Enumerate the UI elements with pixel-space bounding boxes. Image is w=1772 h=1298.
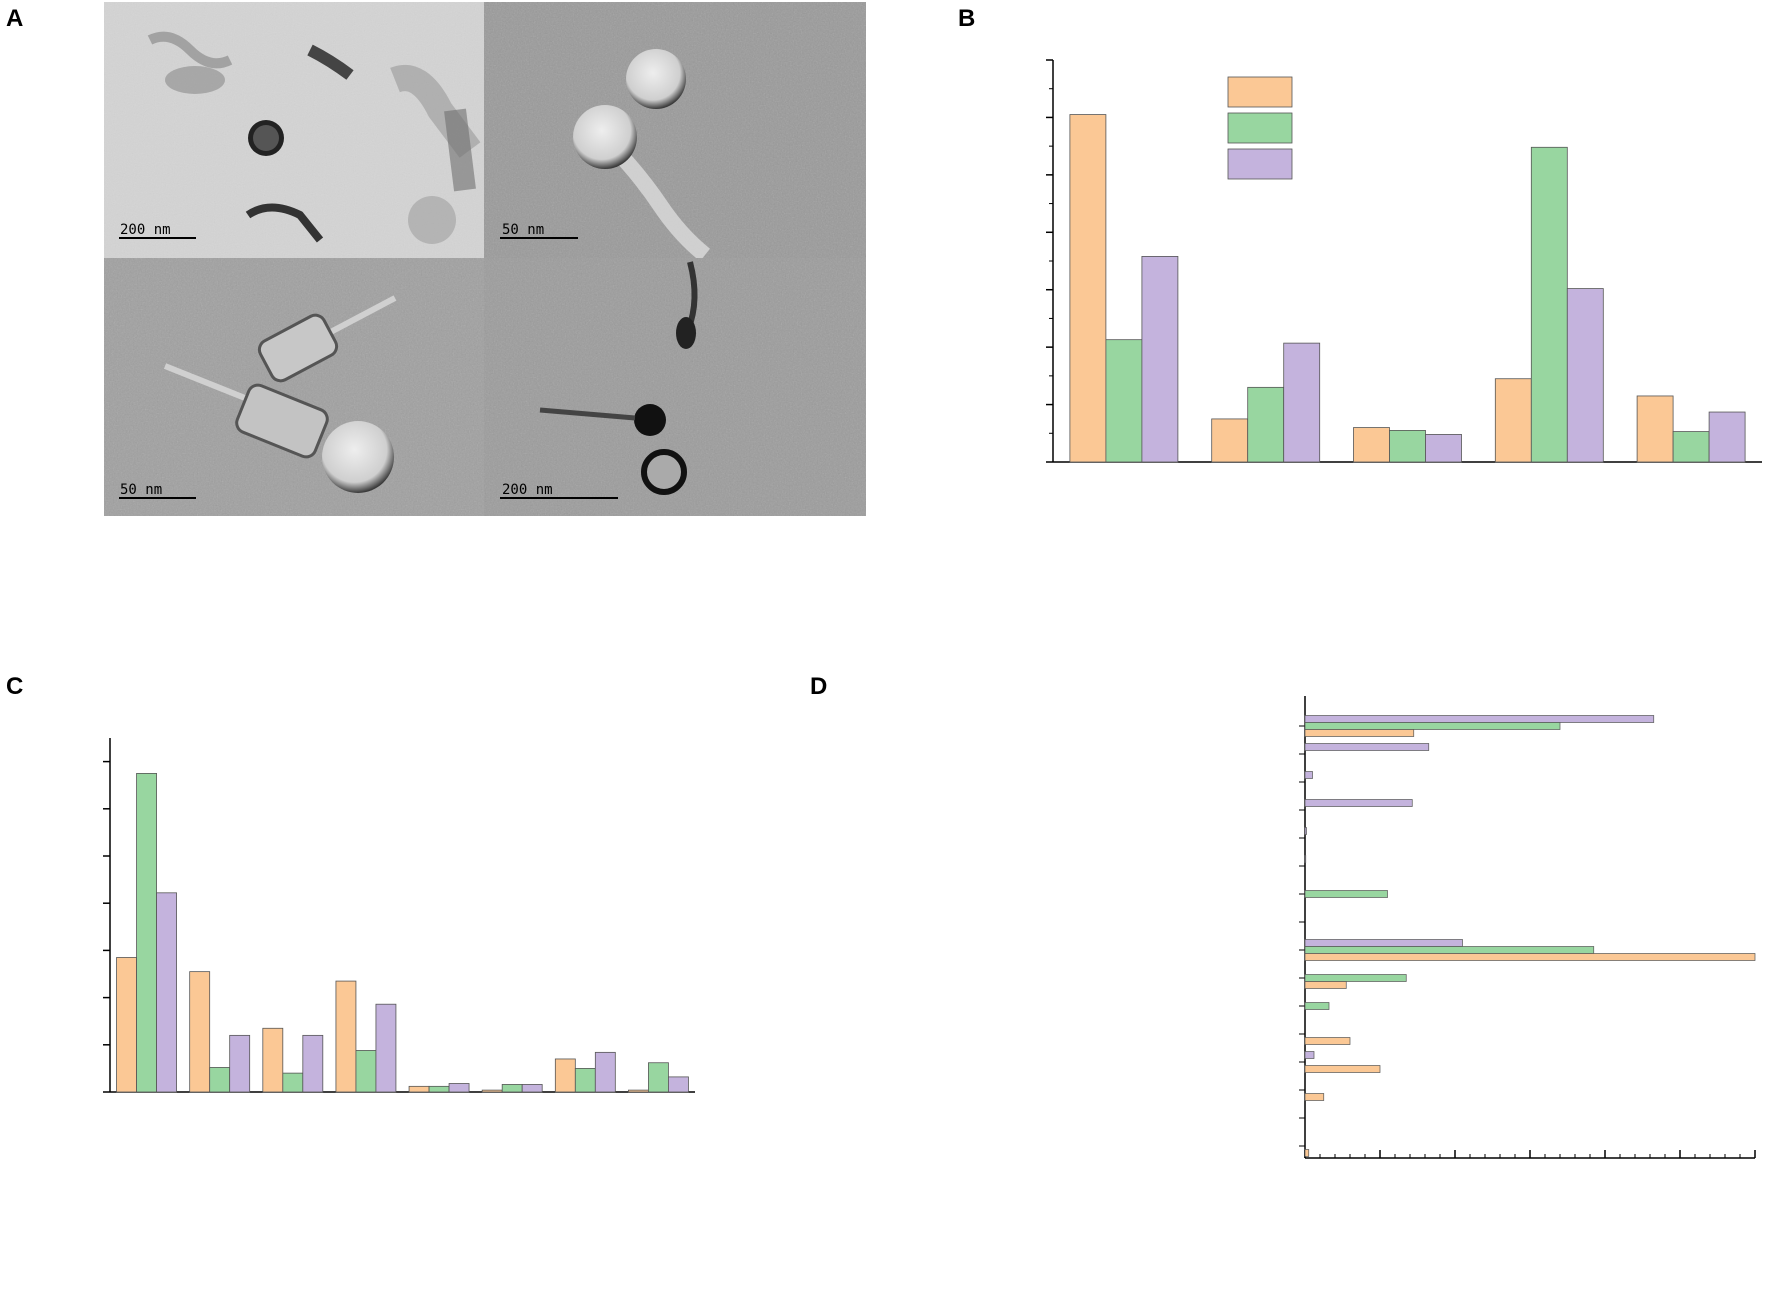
- bar-gsl-3510-nucleosides-and-nucleotides: [1304, 974, 1407, 982]
- bar-gsl-3510-siphoviridae: [1105, 339, 1143, 463]
- micrograph-bottom-left: 50 nm: [104, 258, 484, 516]
- bar-cb2-siphoviridae: [1069, 114, 1107, 463]
- bar-gb14-nitrogen-metabolism: [1304, 771, 1313, 779]
- bar-gb14-siphoviridae: [1141, 256, 1179, 463]
- bar-cb2-podoviridae: [1353, 427, 1390, 463]
- bar-cb2-clustering-based-subsystems: [1304, 1093, 1325, 1101]
- bar-gsl-3510-saline: [209, 1067, 231, 1093]
- micrograph-bottom-right: 200 nm: [484, 258, 866, 516]
- bar-gsl-3510-intertidal-zone: [282, 1072, 304, 1093]
- bar-cb2-unclassified-dna-viruses: [1494, 378, 1532, 463]
- legend-swatch-cb2: [1227, 76, 1293, 108]
- bar-gsl-3510-unclassified: [1304, 722, 1561, 730]
- bar-gsl-3510-not-classified: [648, 1062, 669, 1093]
- bar-gb14-unclassified-dna-viruses: [1566, 288, 1604, 463]
- panel-letter-d: D: [810, 673, 827, 700]
- bar-gsl-3510-amino-acids-and-derivatives: [1304, 890, 1388, 898]
- bar-gb14-saline: [229, 1034, 251, 1093]
- bar-gb14-lake: [521, 1084, 543, 1093]
- bar-cb2-intertidal-zone: [262, 1027, 284, 1093]
- bar-cb2-unclassified: [1304, 729, 1415, 737]
- bar-gb14-cofactors-vitamins-prosthetic-groups-pigments: [1304, 799, 1413, 807]
- bar-gsl-3510-hydrothermal-vents: [428, 1085, 450, 1093]
- bar-cb2-hypersaline: [116, 957, 137, 1093]
- bar-cb2-dormancy-and-sporulation: [1304, 1037, 1351, 1045]
- bar-cb2-others: [1636, 395, 1674, 463]
- bar-gb14-carbohydrates: [1304, 827, 1307, 835]
- legend-swatch-gb14: [1227, 148, 1293, 180]
- micrograph-top-left: 200 nm: [104, 2, 484, 258]
- scale-bar-label: 200 nm: [120, 222, 171, 238]
- bar-gsl-3510-others: [574, 1068, 596, 1093]
- bar-gsl-3510-others: [1672, 431, 1710, 463]
- bar-cb2-lake: [481, 1089, 503, 1093]
- chart-d-subsystems: [1299, 696, 1756, 1159]
- bar-gsl-3510-hypersaline: [136, 773, 157, 1093]
- bar-cb2-coastal: [335, 980, 357, 1093]
- bar-gb14-others: [594, 1051, 616, 1093]
- bar-gsl-3510-lake: [501, 1084, 523, 1093]
- bar-gb14-dna-metabolism: [1304, 1051, 1315, 1059]
- bar-gb14-podoviridae: [1425, 434, 1462, 463]
- bar-cb2-not-classified: [628, 1089, 649, 1093]
- chart-b-viral-families: [1046, 59, 1762, 463]
- bar-gb14-hydrothermal-vents: [448, 1083, 470, 1093]
- bar-gb14-intertidal-zone: [302, 1034, 324, 1093]
- bar-cb2-myoviridae: [1211, 418, 1249, 463]
- bar-gb14-myoviridae: [1283, 342, 1321, 463]
- bar-gsl-3510-coastal: [355, 1050, 377, 1093]
- bar-cb2-hydrothermal-vents: [408, 1085, 430, 1093]
- bar-gb14-hypersaline: [156, 892, 177, 1093]
- bar-gb14-regulation-and-cell-signaling: [1304, 743, 1430, 751]
- bar-gb14-coastal: [375, 1003, 397, 1093]
- micrograph-top-right: 50 nm: [484, 2, 866, 262]
- micrograph-panel: 200 nm 50 nm 50 nm: [104, 2, 866, 516]
- bar-cb2-others: [554, 1058, 576, 1093]
- bar-gsl-3510-podoviridae: [1389, 430, 1426, 463]
- scale-bar-label: 50 nm: [120, 482, 162, 498]
- panel-letter-c: C: [6, 673, 23, 700]
- scale-bar-label: 50 nm: [502, 222, 544, 238]
- bar-gb14-unclassified: [1304, 715, 1655, 723]
- bar-gsl-3510-myoviridae: [1247, 386, 1285, 463]
- bar-gb14-phages-prophages-transposable-elements-plasmids: [1304, 939, 1463, 947]
- scale-bar-label: 200 nm: [502, 482, 553, 498]
- bar-gb14-others: [1708, 411, 1746, 463]
- panel-letter-a: A: [6, 5, 23, 32]
- bar-cb2-saline: [189, 971, 211, 1093]
- bar-cb2-phages-prophages-transposable-elements-plasmids: [1304, 953, 1756, 961]
- bar-cb2-dna-metabolism: [1304, 1065, 1381, 1073]
- bar-gsl-3510-phages-prophages-transposable-elements-plasmids: [1304, 946, 1595, 954]
- bar-gsl-3510-unclassified-dna-viruses: [1530, 146, 1568, 463]
- bar-cb2-cell-division-and-cell-cycle: [1304, 1149, 1310, 1157]
- bar-gsl-3510-fatty-acids-lipids-and-isoprenoids: [1304, 1002, 1330, 1010]
- legend-swatch-gsl-3510: [1227, 112, 1293, 144]
- chart-c-environments: [103, 738, 695, 1093]
- bar-gb14-not-classified: [668, 1076, 689, 1093]
- panel-letter-b: B: [958, 5, 975, 32]
- bar-gb14-membrane-transport: [1304, 855, 1307, 863]
- bar-cb2-nucleosides-and-nucleotides: [1304, 981, 1347, 989]
